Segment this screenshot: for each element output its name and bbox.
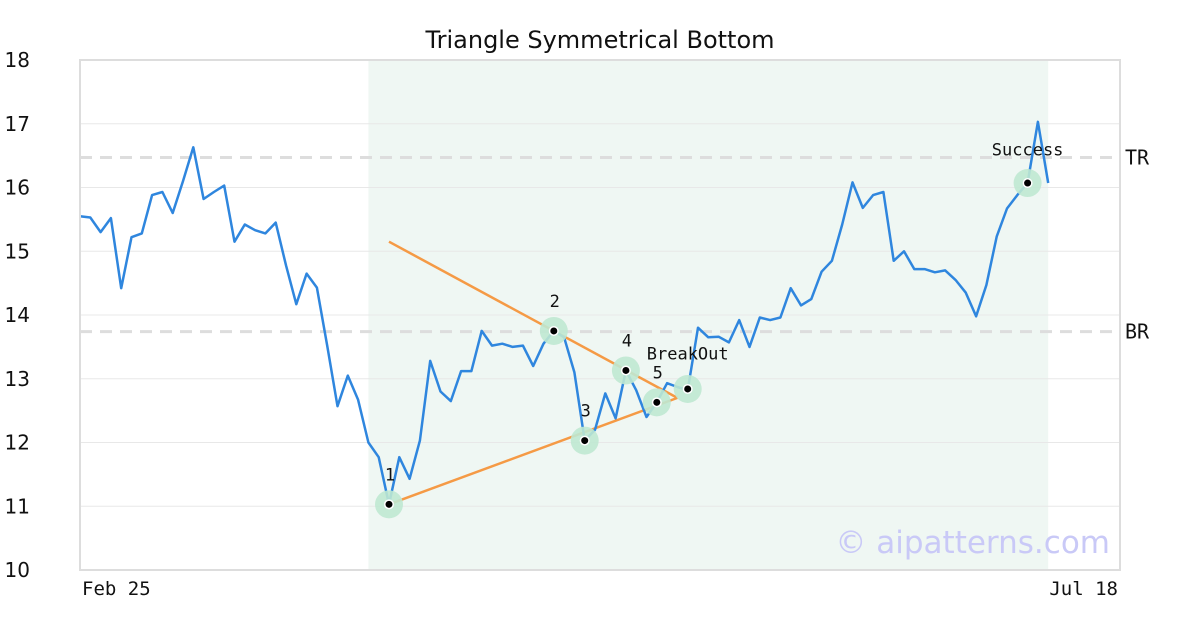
plot-frame	[79, 59, 1121, 571]
y-tick-label: 18	[5, 48, 30, 72]
marker-dot	[581, 437, 589, 445]
marker-dot	[653, 398, 661, 406]
point-label-4: 4	[622, 331, 632, 351]
y-tick-label: 11	[5, 494, 30, 518]
x-tick-label-start: Feb 25	[82, 578, 151, 600]
marker-dot	[385, 500, 393, 508]
y-tick-label: 15	[5, 239, 30, 263]
pattern-points	[375, 169, 1042, 519]
y-tick-label: 16	[5, 176, 30, 200]
point-label-2: 2	[550, 292, 560, 312]
marker-dot	[622, 366, 630, 374]
watermark: © aipatterns.com	[835, 525, 1110, 561]
y-tick-label: 17	[5, 112, 30, 136]
x-tick-label-end: Jul 18	[1049, 578, 1118, 600]
reference-lines: TR BR	[80, 146, 1150, 344]
y-tick-label: 14	[5, 303, 30, 327]
annotation-breakout: BreakOut	[647, 345, 729, 365]
y-tick-label: 12	[5, 431, 30, 455]
x-axis-ticks: Feb 25 Jul 18	[82, 578, 1118, 600]
marker-dot	[1024, 179, 1032, 187]
reference-label-br: BR	[1125, 320, 1150, 344]
point-label-5: 5	[653, 363, 663, 383]
marker-dot	[684, 385, 692, 393]
annotation-success: Success	[992, 141, 1064, 161]
pattern-line	[388, 396, 678, 506]
y-axis-ticks: 10 11 12 13 14 15 16 17 18	[5, 48, 30, 582]
y-tick-label: 13	[5, 367, 30, 391]
chart-title: Triangle Symmetrical Bottom	[424, 26, 774, 54]
reference-label-tr: TR	[1125, 146, 1150, 170]
marker-dot	[550, 327, 558, 335]
point-label-3: 3	[581, 402, 591, 422]
y-tick-label: 10	[5, 558, 30, 582]
point-label-1: 1	[385, 465, 395, 485]
